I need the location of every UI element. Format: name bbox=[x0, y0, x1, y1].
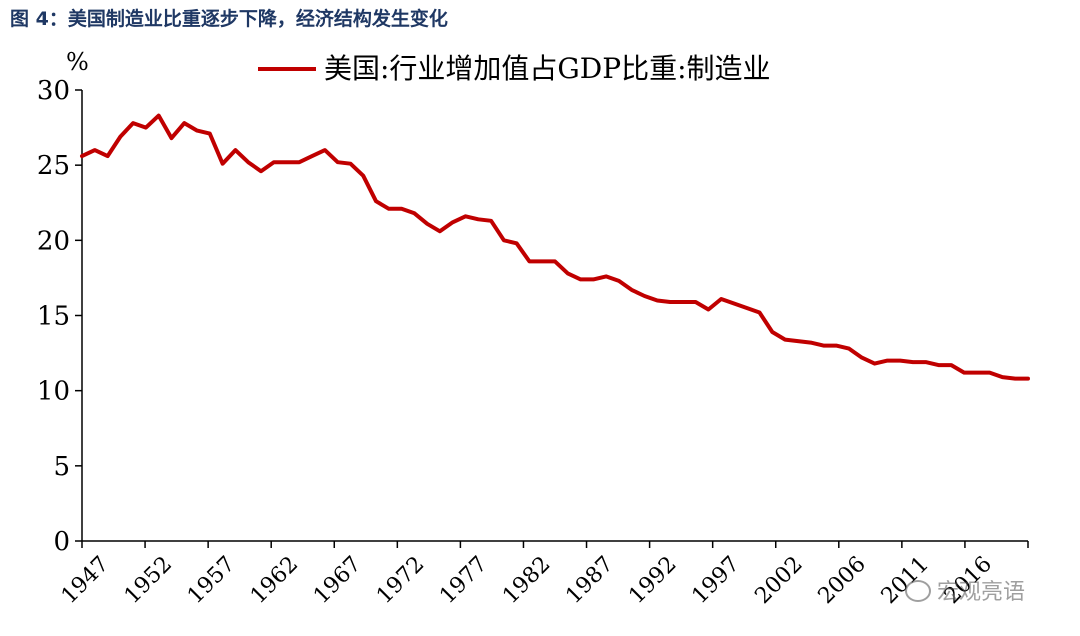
y-axis: 0 5 10 15 20 25 30% bbox=[37, 48, 89, 557]
figure-title: 图 4：美国制造业比重逐步下降，经济结构发生变化 bbox=[10, 8, 448, 30]
y-tick-label: 15 bbox=[37, 302, 70, 332]
x-tick-label: 1997 bbox=[687, 552, 744, 609]
x-tick-label: 1987 bbox=[561, 552, 618, 609]
y-tick-label: 25 bbox=[37, 151, 70, 181]
series-layer bbox=[80, 113, 1030, 381]
x-tick-label: 1982 bbox=[498, 552, 555, 609]
watermark: 宏观亮语 bbox=[905, 574, 1025, 606]
legend: 美国:行业增加值占GDP比重:制造业 bbox=[258, 52, 771, 85]
x-tick-label: 1962 bbox=[246, 552, 303, 609]
y-tick-label: 10 bbox=[37, 377, 70, 407]
x-tick-label: 1992 bbox=[624, 552, 681, 609]
x-tick-label: 1957 bbox=[183, 552, 240, 609]
y-tick-label: 20 bbox=[37, 226, 70, 256]
y-unit-label: % bbox=[66, 48, 89, 76]
x-tick-label: 1967 bbox=[309, 552, 366, 609]
x-axis: 1947 1952 1957 1962 1967 1972 1977 1982 1987 1992… bbox=[57, 540, 1029, 609]
watermark-text: 宏观亮语 bbox=[937, 580, 1026, 605]
y-tick-label: 30 bbox=[37, 76, 70, 106]
x-tick-label: 1972 bbox=[372, 552, 429, 609]
x-tick-label: 1947 bbox=[57, 552, 114, 609]
x-tick-label: 2006 bbox=[814, 552, 871, 609]
legend-label: 美国:行业增加值占GDP比重:制造业 bbox=[324, 52, 771, 85]
series-line-manufacturing bbox=[80, 113, 1030, 381]
x-tick-label: 2002 bbox=[750, 552, 807, 609]
y-tick-label: 0 bbox=[53, 527, 70, 557]
wechat-icon bbox=[905, 580, 931, 602]
x-tick-label: 1952 bbox=[120, 552, 177, 609]
y-tick-label: 5 bbox=[53, 452, 70, 482]
x-tick-label: 1977 bbox=[435, 552, 492, 609]
